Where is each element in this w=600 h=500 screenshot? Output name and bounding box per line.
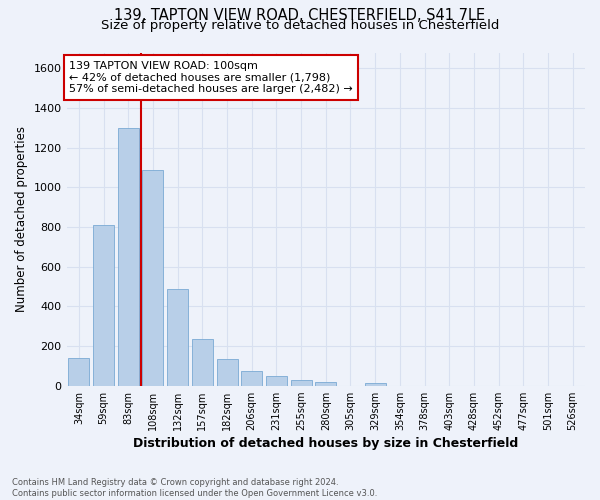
Bar (93, 225, 114, 386)
Bar (167, 288, 188, 386)
Bar (315, 382, 336, 386)
Y-axis label: Number of detached properties: Number of detached properties (15, 126, 28, 312)
Bar (241, 371, 262, 386)
Bar (142, 170, 163, 386)
Text: 139 TAPTON VIEW ROAD: 100sqm
← 42% of detached houses are smaller (1,798)
57% of: 139 TAPTON VIEW ROAD: 100sqm ← 42% of de… (69, 61, 353, 94)
Bar (118, 128, 139, 386)
Text: Contains HM Land Registry data © Crown copyright and database right 2024.
Contai: Contains HM Land Registry data © Crown c… (12, 478, 377, 498)
Bar (68, 358, 89, 386)
Text: 139, TAPTON VIEW ROAD, CHESTERFIELD, S41 7LE: 139, TAPTON VIEW ROAD, CHESTERFIELD, S41… (115, 8, 485, 22)
Text: Size of property relative to detached houses in Chesterfield: Size of property relative to detached ho… (101, 19, 499, 32)
Bar (217, 359, 238, 386)
Bar (192, 339, 213, 386)
X-axis label: Distribution of detached houses by size in Chesterfield: Distribution of detached houses by size … (133, 437, 518, 450)
Bar (365, 382, 386, 386)
Bar (290, 380, 311, 386)
Bar (266, 376, 287, 386)
